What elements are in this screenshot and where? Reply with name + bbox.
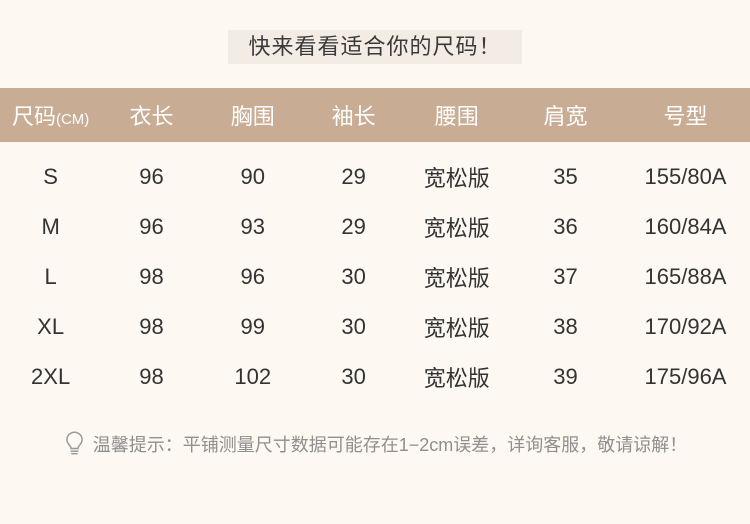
cell-bust: 96 (240, 264, 265, 289)
cell-waist: 宽松版 (423, 216, 490, 241)
column-header-bust: 胸围 (230, 104, 275, 129)
cell-shoulder-width: 39 (553, 364, 578, 389)
table-body: S 96 90 29 宽松版 35 155/80A M 96 93 29 宽松版… (0, 142, 750, 402)
cell-shoulder-width: 37 (553, 264, 578, 289)
cell-model-number: 170/92A (644, 314, 727, 339)
cell-waist: 宽松版 (423, 166, 490, 191)
table-row-xl: XL 98 99 30 宽松版 38 170/92A (0, 302, 750, 352)
cell-waist: 宽松版 (423, 366, 490, 391)
table-row-2xl: 2XL 98 102 30 宽松版 39 175/96A (0, 352, 750, 402)
table-row-l: L 98 96 30 宽松版 37 165/88A (0, 252, 750, 302)
lightbulb-icon (63, 430, 86, 457)
cell-size: S (43, 164, 58, 189)
cell-shoulder-width: 35 (553, 164, 578, 189)
cell-garment-length: 96 (139, 164, 164, 189)
cell-sleeve-length: 29 (341, 164, 366, 189)
cell-model-number: 165/88A (644, 264, 727, 289)
cell-model-number: 160/84A (644, 214, 727, 239)
table-header-row: 尺码(CM) 衣长 胸围 袖长 腰围 肩宽 号型 (0, 88, 750, 142)
column-header-size: 尺码(CM) (11, 104, 90, 129)
column-header-shoulder-width: 肩宽 (543, 104, 588, 129)
size-chart-table: 尺码(CM) 衣长 胸围 袖长 腰围 肩宽 号型 S 96 90 29 宽松版 … (0, 88, 750, 402)
cell-sleeve-length: 30 (341, 314, 366, 339)
column-header-model-number: 号型 (663, 104, 708, 129)
column-header-sleeve-length: 袖长 (331, 104, 376, 129)
page-title: 快来看看适合你的尺码！ (228, 30, 522, 64)
cell-bust: 90 (240, 164, 265, 189)
column-header-garment-length: 衣长 (129, 104, 174, 129)
cell-shoulder-width: 36 (553, 214, 578, 239)
cell-size: 2XL (31, 364, 71, 389)
cell-size: L (44, 264, 57, 289)
cell-sleeve-length: 30 (341, 364, 366, 389)
table-row-m: M 96 93 29 宽松版 36 160/84A (0, 202, 750, 252)
tip-note: 温馨提示：平铺测量尺寸数据可能存在1−2cm误差，详询客服，敬请谅解！ (0, 430, 750, 457)
column-header-waist: 腰围 (434, 104, 479, 129)
cell-bust: 93 (240, 214, 265, 239)
table-row-s: S 96 90 29 宽松版 35 155/80A (0, 152, 750, 202)
cell-sleeve-length: 30 (341, 264, 366, 289)
cell-bust: 102 (234, 364, 272, 389)
cell-size: XL (37, 314, 65, 339)
cell-garment-length: 96 (139, 214, 164, 239)
cell-model-number: 175/96A (644, 364, 727, 389)
cell-sleeve-length: 29 (341, 214, 366, 239)
cell-shoulder-width: 38 (553, 314, 578, 339)
cell-garment-length: 98 (139, 364, 164, 389)
cell-garment-length: 98 (139, 314, 164, 339)
cell-waist: 宽松版 (423, 316, 490, 341)
cell-garment-length: 98 (139, 264, 164, 289)
tip-note-text: 温馨提示：平铺测量尺寸数据可能存在1−2cm误差，详询客服，敬请谅解！ (92, 434, 688, 455)
cell-model-number: 155/80A (644, 164, 727, 189)
title-bar: 快来看看适合你的尺码！ (0, 0, 750, 64)
cell-bust: 99 (240, 314, 265, 339)
cell-waist: 宽松版 (423, 266, 490, 291)
cell-size: M (41, 214, 60, 239)
